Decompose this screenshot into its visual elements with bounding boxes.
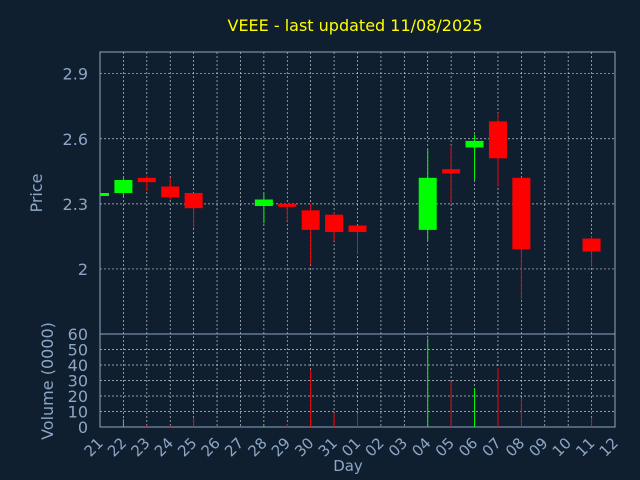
- volume-tick-label: 50: [68, 341, 88, 360]
- volume-tick-label: 60: [68, 325, 88, 344]
- candle: [254, 193, 273, 224]
- volume-axis-label: Volume (0000): [38, 322, 57, 440]
- x-tick-label: 11: [572, 434, 598, 460]
- x-tick-label: 05: [432, 434, 458, 460]
- price-tick-label: 2.9: [63, 65, 88, 84]
- price-axis-label: Price: [27, 173, 46, 212]
- candle: [99, 193, 109, 196]
- x-tick-label: 10: [549, 434, 575, 460]
- candle-body: [348, 225, 367, 233]
- candle-body: [278, 203, 297, 207]
- candle: [418, 149, 437, 241]
- candle-body: [114, 179, 133, 193]
- x-tick-label: 03: [385, 434, 411, 460]
- price-tick-label: 2.3: [63, 195, 88, 214]
- candle-body: [325, 214, 344, 233]
- x-tick-label: 06: [455, 434, 481, 460]
- candle-body: [301, 210, 320, 230]
- candle-body: [137, 177, 156, 183]
- candle: [114, 177, 133, 198]
- volume-tick-label: 0: [78, 418, 88, 437]
- price-tick-label: 2: [78, 260, 88, 279]
- candle-body: [100, 193, 109, 196]
- candle: [465, 134, 484, 180]
- volume-tick-label: 10: [68, 403, 88, 422]
- chart-title: VEEE - last updated 11/08/2025: [228, 16, 483, 35]
- candle: [582, 236, 601, 267]
- x-axis-label: Day: [333, 457, 363, 475]
- x-tick-label: 29: [268, 434, 294, 460]
- x-tick-label: 02: [362, 434, 388, 460]
- volume-tick-label: 30: [68, 372, 88, 391]
- candle: [512, 177, 531, 300]
- candle-body: [442, 169, 461, 174]
- candle-body: [184, 193, 203, 209]
- candles: [99, 112, 601, 300]
- candle-body: [582, 238, 601, 252]
- candle: [184, 193, 203, 228]
- x-tick-label: 26: [198, 434, 224, 460]
- x-tick-label: 28: [244, 434, 270, 460]
- volume-tick-label: 40: [68, 356, 88, 375]
- x-tick-label: 04: [408, 434, 434, 460]
- x-tick-label: 07: [479, 434, 505, 460]
- candle-body: [254, 199, 273, 207]
- volume-tick-label: 20: [68, 387, 88, 406]
- x-tick-label: 12: [596, 434, 622, 460]
- candle: [442, 145, 461, 204]
- x-tick-label: 08: [502, 434, 528, 460]
- x-tick-label: 21: [81, 434, 107, 460]
- x-tick-label: 30: [291, 434, 317, 460]
- x-tick-label: 22: [104, 434, 130, 460]
- x-tick-label: 09: [525, 434, 551, 460]
- candle: [278, 203, 297, 222]
- candle: [325, 212, 344, 241]
- candle: [301, 203, 320, 265]
- price-tick-label: 2.6: [63, 130, 88, 149]
- candle: [488, 112, 507, 187]
- candle: [348, 225, 367, 254]
- volume-bars: [122, 338, 593, 427]
- x-tick-label: 27: [221, 434, 247, 460]
- candle-body: [512, 177, 531, 250]
- candle-body: [418, 177, 437, 230]
- candle-body: [465, 140, 484, 148]
- x-tick-label: 23: [127, 434, 153, 460]
- x-tick-label: 25: [174, 434, 200, 460]
- candle-body: [161, 186, 180, 198]
- candle: [137, 175, 156, 191]
- candle-body: [488, 121, 507, 159]
- candle: [161, 177, 180, 200]
- x-tick-label: 24: [151, 434, 177, 460]
